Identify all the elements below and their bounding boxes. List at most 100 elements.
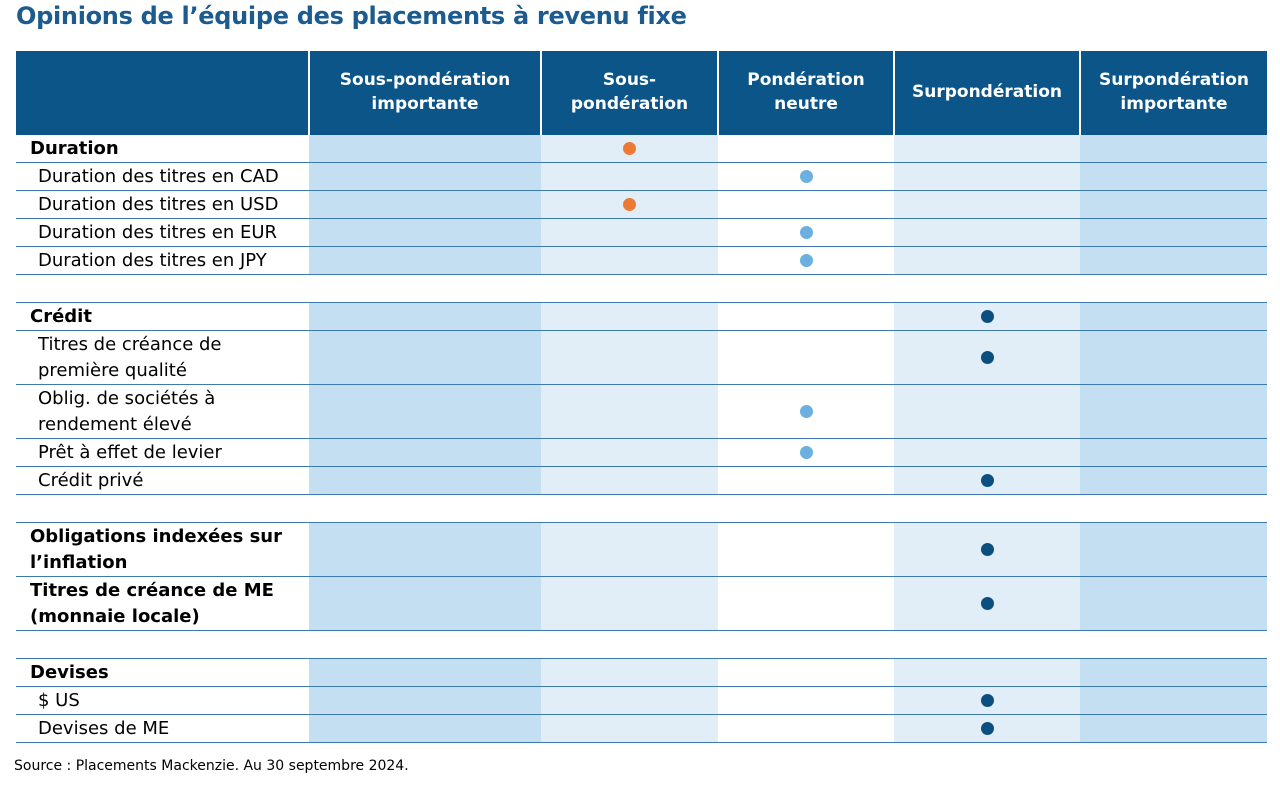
rating-dot: [980, 597, 994, 610]
rating-cell: [718, 135, 894, 163]
rating-cell: [894, 135, 1080, 163]
rating-cell: [309, 246, 541, 275]
rating-cell: [1080, 246, 1267, 275]
rating-cell: [894, 162, 1080, 191]
table-row: Devises: [16, 658, 1267, 687]
positioning-table: Sous-pondération importante Sous-pondéra…: [16, 51, 1267, 743]
rating-cell: [1080, 384, 1267, 439]
rating-cell: [894, 714, 1080, 743]
table-row: Duration des titres en USD: [16, 190, 1267, 219]
rating-cell: [718, 686, 894, 715]
rating-cell: [894, 466, 1080, 495]
rating-cell: [1080, 658, 1267, 687]
table-row: Duration des titres en EUR: [16, 218, 1267, 247]
column-header: Sous-pondération importante: [308, 51, 541, 135]
rating-cell: [1080, 330, 1267, 385]
column-header: Surpondération importante: [1079, 51, 1267, 135]
table-row: Prêt à effet de levier: [16, 438, 1267, 467]
rating-cell: [541, 438, 718, 467]
rating-dot: [799, 254, 813, 267]
rating-cell: [894, 576, 1080, 631]
rating-dot: [799, 226, 813, 239]
rating-cell: [309, 576, 541, 631]
rating-cell: [309, 302, 541, 331]
rating-cell: [309, 438, 541, 467]
rating-cell: [718, 466, 894, 495]
rating-cell: [718, 302, 894, 331]
row-label: Duration: [16, 135, 309, 163]
table-body: Duration Duration des titres en CAD Durati…: [16, 135, 1267, 743]
rating-cell: [718, 384, 894, 439]
rating-cell: [309, 162, 541, 191]
table-row: $ US: [16, 686, 1267, 715]
source-note: Source : Placements Mackenzie. Au 30 sep…: [14, 758, 409, 774]
rating-cell: [718, 658, 894, 687]
rating-dot: [980, 474, 994, 487]
table-row: Obligations indexées sur l’inflation: [16, 522, 1267, 577]
row-label: Duration des titres en EUR: [16, 218, 309, 247]
rating-cell: [718, 190, 894, 219]
rating-dot: [799, 446, 813, 459]
row-label: Crédit: [16, 302, 309, 331]
rating-dot: [623, 198, 636, 211]
rating-dot: [623, 142, 636, 155]
rating-cell: [309, 714, 541, 743]
row-label: Duration des titres en USD: [16, 190, 309, 219]
header-row: Sous-pondération importante Sous-pondéra…: [16, 51, 1267, 135]
rating-cell: [1080, 302, 1267, 331]
rating-cell: [1080, 190, 1267, 219]
table-row: Titres de créance de première qualité: [16, 330, 1267, 385]
rating-cell: [309, 686, 541, 715]
table-row: Duration des titres en JPY: [16, 246, 1267, 275]
spacer-row: [16, 274, 1267, 303]
rating-dot: [980, 310, 994, 323]
rating-cell: [1080, 576, 1267, 631]
rating-cell: [894, 218, 1080, 247]
rating-cell: [309, 218, 541, 247]
rating-cell: [541, 714, 718, 743]
rating-cell: [309, 522, 541, 577]
rating-cell: [718, 162, 894, 191]
rating-cell: [541, 576, 718, 631]
rating-cell: [718, 438, 894, 467]
rating-cell: [541, 522, 718, 577]
rating-cell: [718, 576, 894, 631]
rating-cell: [894, 522, 1080, 577]
rating-cell: [894, 658, 1080, 687]
spacer-row: [16, 630, 1267, 659]
table-row: Oblig. de sociétés à rendement élevé: [16, 384, 1267, 439]
table-row: Titres de créance de ME (monnaie locale): [16, 576, 1267, 631]
rating-cell: [541, 135, 718, 163]
rating-cell: [309, 135, 541, 163]
row-label: Prêt à effet de levier: [16, 438, 309, 467]
row-label: $ US: [16, 686, 309, 715]
rating-cell: [1080, 218, 1267, 247]
rating-cell: [1080, 438, 1267, 467]
row-label: Titres de créance de ME (monnaie locale): [16, 576, 309, 631]
rating-cell: [541, 686, 718, 715]
rating-cell: [1080, 686, 1267, 715]
rating-cell: [309, 658, 541, 687]
table-row: Crédit: [16, 302, 1267, 331]
rating-dot: [799, 405, 813, 418]
rating-dot: [980, 722, 994, 735]
rating-cell: [718, 714, 894, 743]
rating-cell: [541, 218, 718, 247]
rating-dot: [980, 694, 994, 707]
rating-cell: [718, 218, 894, 247]
row-label: Devises de ME: [16, 714, 309, 743]
rating-cell: [541, 190, 718, 219]
rating-cell: [541, 162, 718, 191]
rating-cell: [718, 246, 894, 275]
rating-cell: [309, 190, 541, 219]
rating-cell: [541, 466, 718, 495]
rating-cell: [894, 246, 1080, 275]
column-header: Sous-pondération: [540, 51, 718, 135]
rating-cell: [1080, 162, 1267, 191]
rating-cell: [1080, 714, 1267, 743]
rating-cell: [541, 246, 718, 275]
table-row: Duration: [16, 135, 1267, 163]
rating-cell: [894, 384, 1080, 439]
rating-cell: [541, 384, 718, 439]
rating-cell: [541, 330, 718, 385]
